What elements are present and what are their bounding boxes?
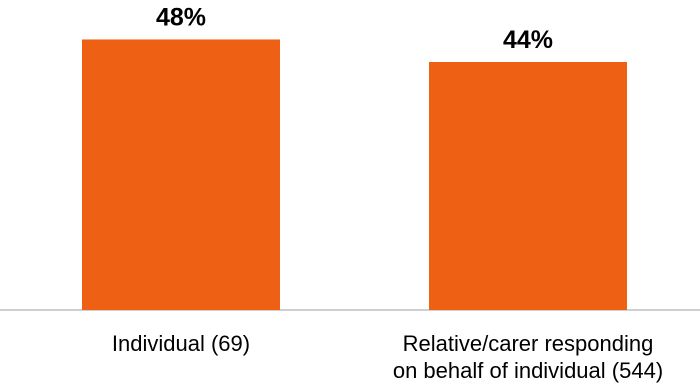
data-label-1: 48% xyxy=(156,3,206,31)
category-label-1-line-1: Individual (69) xyxy=(112,331,250,356)
bar-1 xyxy=(82,39,280,311)
bars-group xyxy=(82,39,627,311)
bar-2 xyxy=(429,62,627,310)
data-label-2: 44% xyxy=(503,26,553,54)
category-label-2-line-1: Relative/carer responding xyxy=(403,331,654,356)
category-label-2-line-2: on behalf of individual (544) xyxy=(393,358,663,383)
labels-group: 48% Individual (69) 44% Relative/carer resp… xyxy=(112,3,663,383)
